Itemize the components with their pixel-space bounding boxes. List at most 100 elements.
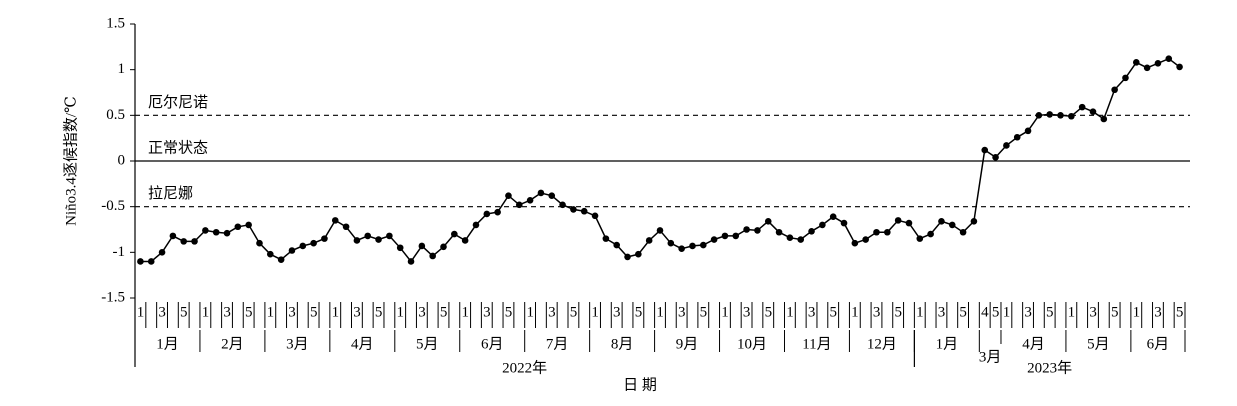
data-point	[1122, 74, 1129, 82]
month-label: 5月	[1087, 336, 1110, 352]
data-point	[256, 239, 263, 247]
y-tick-label: -0.5	[101, 198, 125, 214]
month-label: 6月	[481, 336, 504, 352]
data-point	[764, 217, 772, 225]
data-point	[699, 241, 707, 249]
x-tick-label: 1	[851, 304, 859, 320]
month-label: 10月	[737, 336, 767, 352]
data-point	[743, 226, 750, 233]
x-tick-label: 3	[353, 304, 361, 320]
data-point	[829, 213, 837, 221]
data-point	[721, 232, 729, 240]
data-point	[234, 223, 242, 231]
data-point	[299, 242, 307, 250]
data-point	[645, 237, 653, 244]
data-point	[894, 217, 902, 224]
reference-label: 正常状态	[148, 139, 208, 156]
data-point	[992, 154, 999, 161]
month-label: 8月	[611, 336, 634, 352]
month-label: 7月	[546, 336, 569, 352]
x-tick-label: 3	[613, 304, 621, 320]
x-tick-label: 5	[440, 304, 448, 320]
x-tick-label: 1	[1068, 304, 1076, 320]
data-point	[916, 235, 924, 242]
data-point	[667, 239, 675, 247]
data-point	[1057, 112, 1064, 119]
year-label: 2022年	[502, 359, 547, 376]
data-point	[808, 228, 815, 235]
data-point	[775, 228, 783, 236]
x-tick-label: 5	[894, 304, 902, 320]
reference-label: 厄尔尼诺	[148, 94, 208, 111]
data-point	[624, 253, 631, 261]
x-tick-label: 5	[959, 304, 967, 320]
y-tick-label: -1.5	[101, 289, 125, 305]
data-point	[386, 232, 393, 240]
data-point	[548, 192, 556, 200]
x-tick-label: 5	[1111, 304, 1119, 320]
x-tick-label: 1	[397, 304, 405, 320]
data-point	[1111, 86, 1118, 94]
data-point	[948, 221, 956, 229]
data-point	[819, 221, 826, 229]
y-axis-label: Niño3.4逐候指数/℃	[62, 96, 79, 226]
data-point	[472, 221, 480, 229]
month-label: 1月	[936, 336, 959, 352]
data-point	[732, 232, 740, 240]
data-point	[245, 221, 252, 229]
data-point	[505, 192, 512, 200]
y-tick-label: 1.5	[106, 15, 125, 31]
x-tick-label: 1	[656, 304, 664, 320]
data-point	[1024, 127, 1032, 135]
month-label: 11月	[802, 336, 831, 352]
data-point	[1046, 111, 1053, 118]
x-tick-label: 5	[830, 304, 838, 320]
data-point	[613, 241, 621, 249]
x-tick-label: 3	[1024, 304, 1032, 320]
data-point	[169, 232, 177, 240]
data-point	[483, 210, 491, 218]
data-point	[202, 227, 209, 234]
x-tick-label: 3	[678, 304, 686, 320]
data-point	[147, 258, 155, 265]
x-tick-label: 1	[332, 304, 340, 320]
data-point	[840, 219, 848, 227]
x-tick-label: 5	[765, 304, 773, 320]
x-tick-label: 3	[483, 304, 491, 320]
x-tick-label: 5	[375, 304, 383, 320]
y-tick-label: -1	[113, 244, 126, 260]
x-tick-label: 1	[202, 304, 210, 320]
month-label: 9月	[676, 336, 699, 352]
month-label: 12月	[867, 336, 897, 352]
data-point	[537, 189, 545, 197]
data-point	[137, 258, 144, 265]
data-point	[884, 228, 891, 236]
data-point	[515, 201, 523, 209]
data-point	[331, 217, 339, 224]
x-tick-label: 3	[223, 304, 231, 320]
x-tick-label: 5	[1046, 304, 1054, 320]
x-tick-label: 3	[1089, 304, 1097, 320]
data-point	[1068, 112, 1075, 120]
x-tick-label: 4	[981, 304, 989, 320]
x-tick-label: 5	[1176, 304, 1184, 320]
data-point	[1143, 64, 1151, 72]
data-point	[526, 196, 534, 204]
data-point	[277, 256, 285, 263]
x-tick-label: 1	[137, 304, 145, 320]
x-tick-label: 5	[700, 304, 708, 320]
month-label: 6月	[1147, 336, 1170, 352]
data-point	[364, 232, 372, 240]
data-point	[353, 237, 361, 244]
data-point	[396, 244, 404, 252]
data-point	[1078, 103, 1086, 111]
data-point	[1003, 142, 1010, 149]
data-point	[905, 219, 913, 227]
month-label: 2月	[221, 336, 244, 352]
y-tick-label: 0	[118, 152, 126, 168]
data-point	[938, 217, 945, 225]
x-tick-label: 5	[570, 304, 578, 320]
y-tick-label: 1	[118, 61, 126, 77]
x-tick-label: 3	[938, 304, 946, 320]
